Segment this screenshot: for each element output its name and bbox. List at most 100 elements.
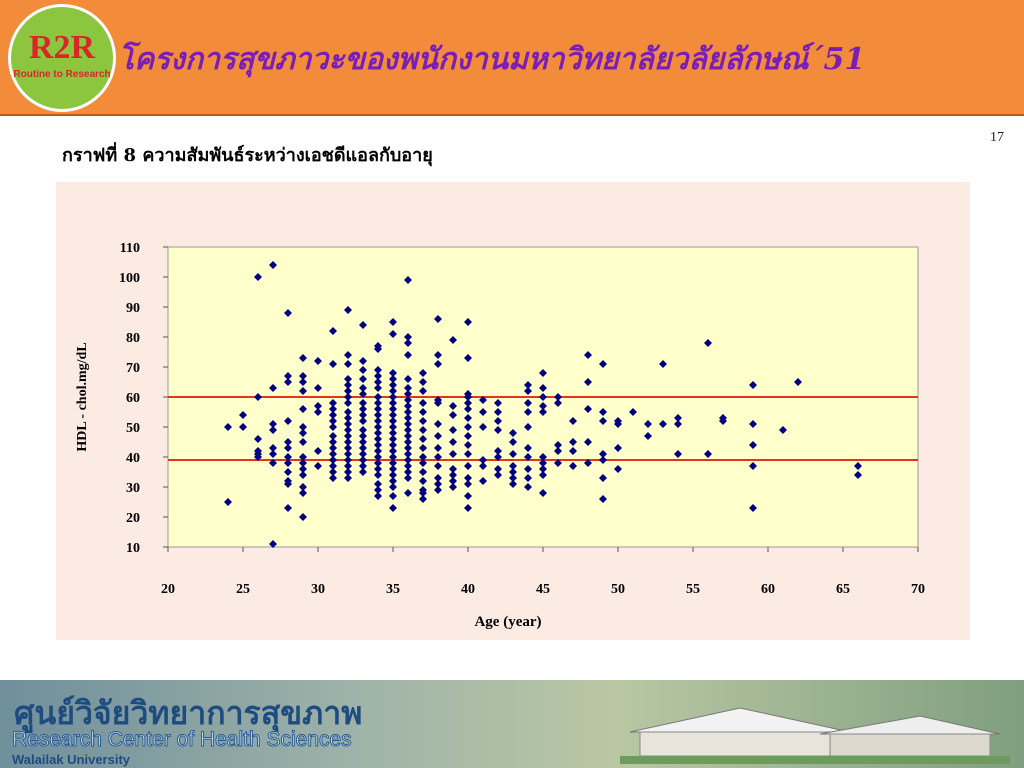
data-point — [419, 495, 427, 503]
data-point — [359, 384, 367, 392]
y-tick-label: 80 — [126, 331, 140, 346]
x-axis-label: Age (year) — [474, 614, 541, 630]
data-point — [449, 477, 457, 485]
data-point — [464, 492, 472, 500]
data-point — [419, 444, 427, 452]
y-tick-label: 30 — [126, 481, 140, 496]
data-point — [599, 474, 607, 482]
data-point — [404, 390, 412, 398]
data-point — [344, 462, 352, 470]
data-point — [374, 399, 382, 407]
data-point — [404, 432, 412, 440]
data-point — [749, 504, 757, 512]
data-point — [659, 360, 667, 368]
data-point — [599, 456, 607, 464]
data-point — [389, 447, 397, 455]
data-point — [479, 462, 487, 470]
data-point — [419, 459, 427, 467]
data-point — [389, 375, 397, 383]
data-point — [704, 339, 712, 347]
data-point — [464, 441, 472, 449]
data-point — [254, 393, 262, 401]
data-point — [449, 426, 457, 434]
data-point — [569, 438, 577, 446]
building-illustration — [620, 707, 1010, 764]
data-point — [494, 417, 502, 425]
data-point — [539, 384, 547, 392]
data-point — [389, 459, 397, 467]
data-point — [359, 357, 367, 365]
data-point — [464, 393, 472, 401]
data-point — [674, 450, 682, 458]
data-point — [374, 393, 382, 401]
data-point — [674, 420, 682, 428]
data-point — [389, 369, 397, 377]
data-point — [419, 468, 427, 476]
data-point — [584, 378, 592, 386]
data-point — [539, 393, 547, 401]
data-point — [419, 408, 427, 416]
data-point — [389, 330, 397, 338]
data-point — [314, 402, 322, 410]
data-point — [299, 465, 307, 473]
data-point — [239, 423, 247, 431]
data-point — [269, 444, 277, 452]
data-point — [359, 366, 367, 374]
data-point — [524, 444, 532, 452]
data-point — [554, 393, 562, 401]
data-point — [479, 396, 487, 404]
data-point — [479, 456, 487, 464]
data-point — [524, 387, 532, 395]
data-point — [464, 399, 472, 407]
data-point — [749, 381, 757, 389]
x-tick-label: 70 — [911, 582, 925, 597]
data-point — [389, 504, 397, 512]
data-point — [299, 489, 307, 497]
data-point — [389, 429, 397, 437]
y-tick-label: 10 — [126, 541, 140, 556]
data-point — [329, 432, 337, 440]
data-point — [314, 462, 322, 470]
data-point — [374, 471, 382, 479]
data-point — [419, 489, 427, 497]
data-point — [599, 417, 607, 425]
data-point — [269, 261, 277, 269]
data-point — [509, 462, 517, 470]
data-point — [434, 444, 442, 452]
data-point — [614, 420, 622, 428]
data-point — [434, 399, 442, 407]
data-point — [284, 480, 292, 488]
data-point — [509, 474, 517, 482]
data-point — [284, 444, 292, 452]
data-point — [389, 453, 397, 461]
data-point — [329, 405, 337, 413]
data-point — [404, 489, 412, 497]
logo-text: R2R — [28, 29, 96, 66]
data-point — [344, 468, 352, 476]
data-point — [644, 420, 652, 428]
data-point — [284, 378, 292, 386]
data-point — [449, 483, 457, 491]
data-point — [539, 369, 547, 377]
data-point — [359, 468, 367, 476]
data-point — [404, 333, 412, 341]
footer-university: Walailak University — [12, 752, 131, 767]
data-point — [434, 315, 442, 323]
data-point — [524, 408, 532, 416]
data-point — [404, 420, 412, 428]
data-point — [419, 387, 427, 395]
data-point — [449, 336, 457, 344]
data-point — [344, 438, 352, 446]
data-point — [374, 465, 382, 473]
data-point — [479, 408, 487, 416]
data-point — [464, 462, 472, 470]
data-point — [299, 459, 307, 467]
data-point — [674, 414, 682, 422]
data-point — [404, 402, 412, 410]
data-point — [389, 411, 397, 419]
data-point — [359, 426, 367, 434]
data-point — [554, 447, 562, 455]
data-point — [404, 414, 412, 422]
data-point — [419, 378, 427, 386]
data-point — [404, 375, 412, 383]
